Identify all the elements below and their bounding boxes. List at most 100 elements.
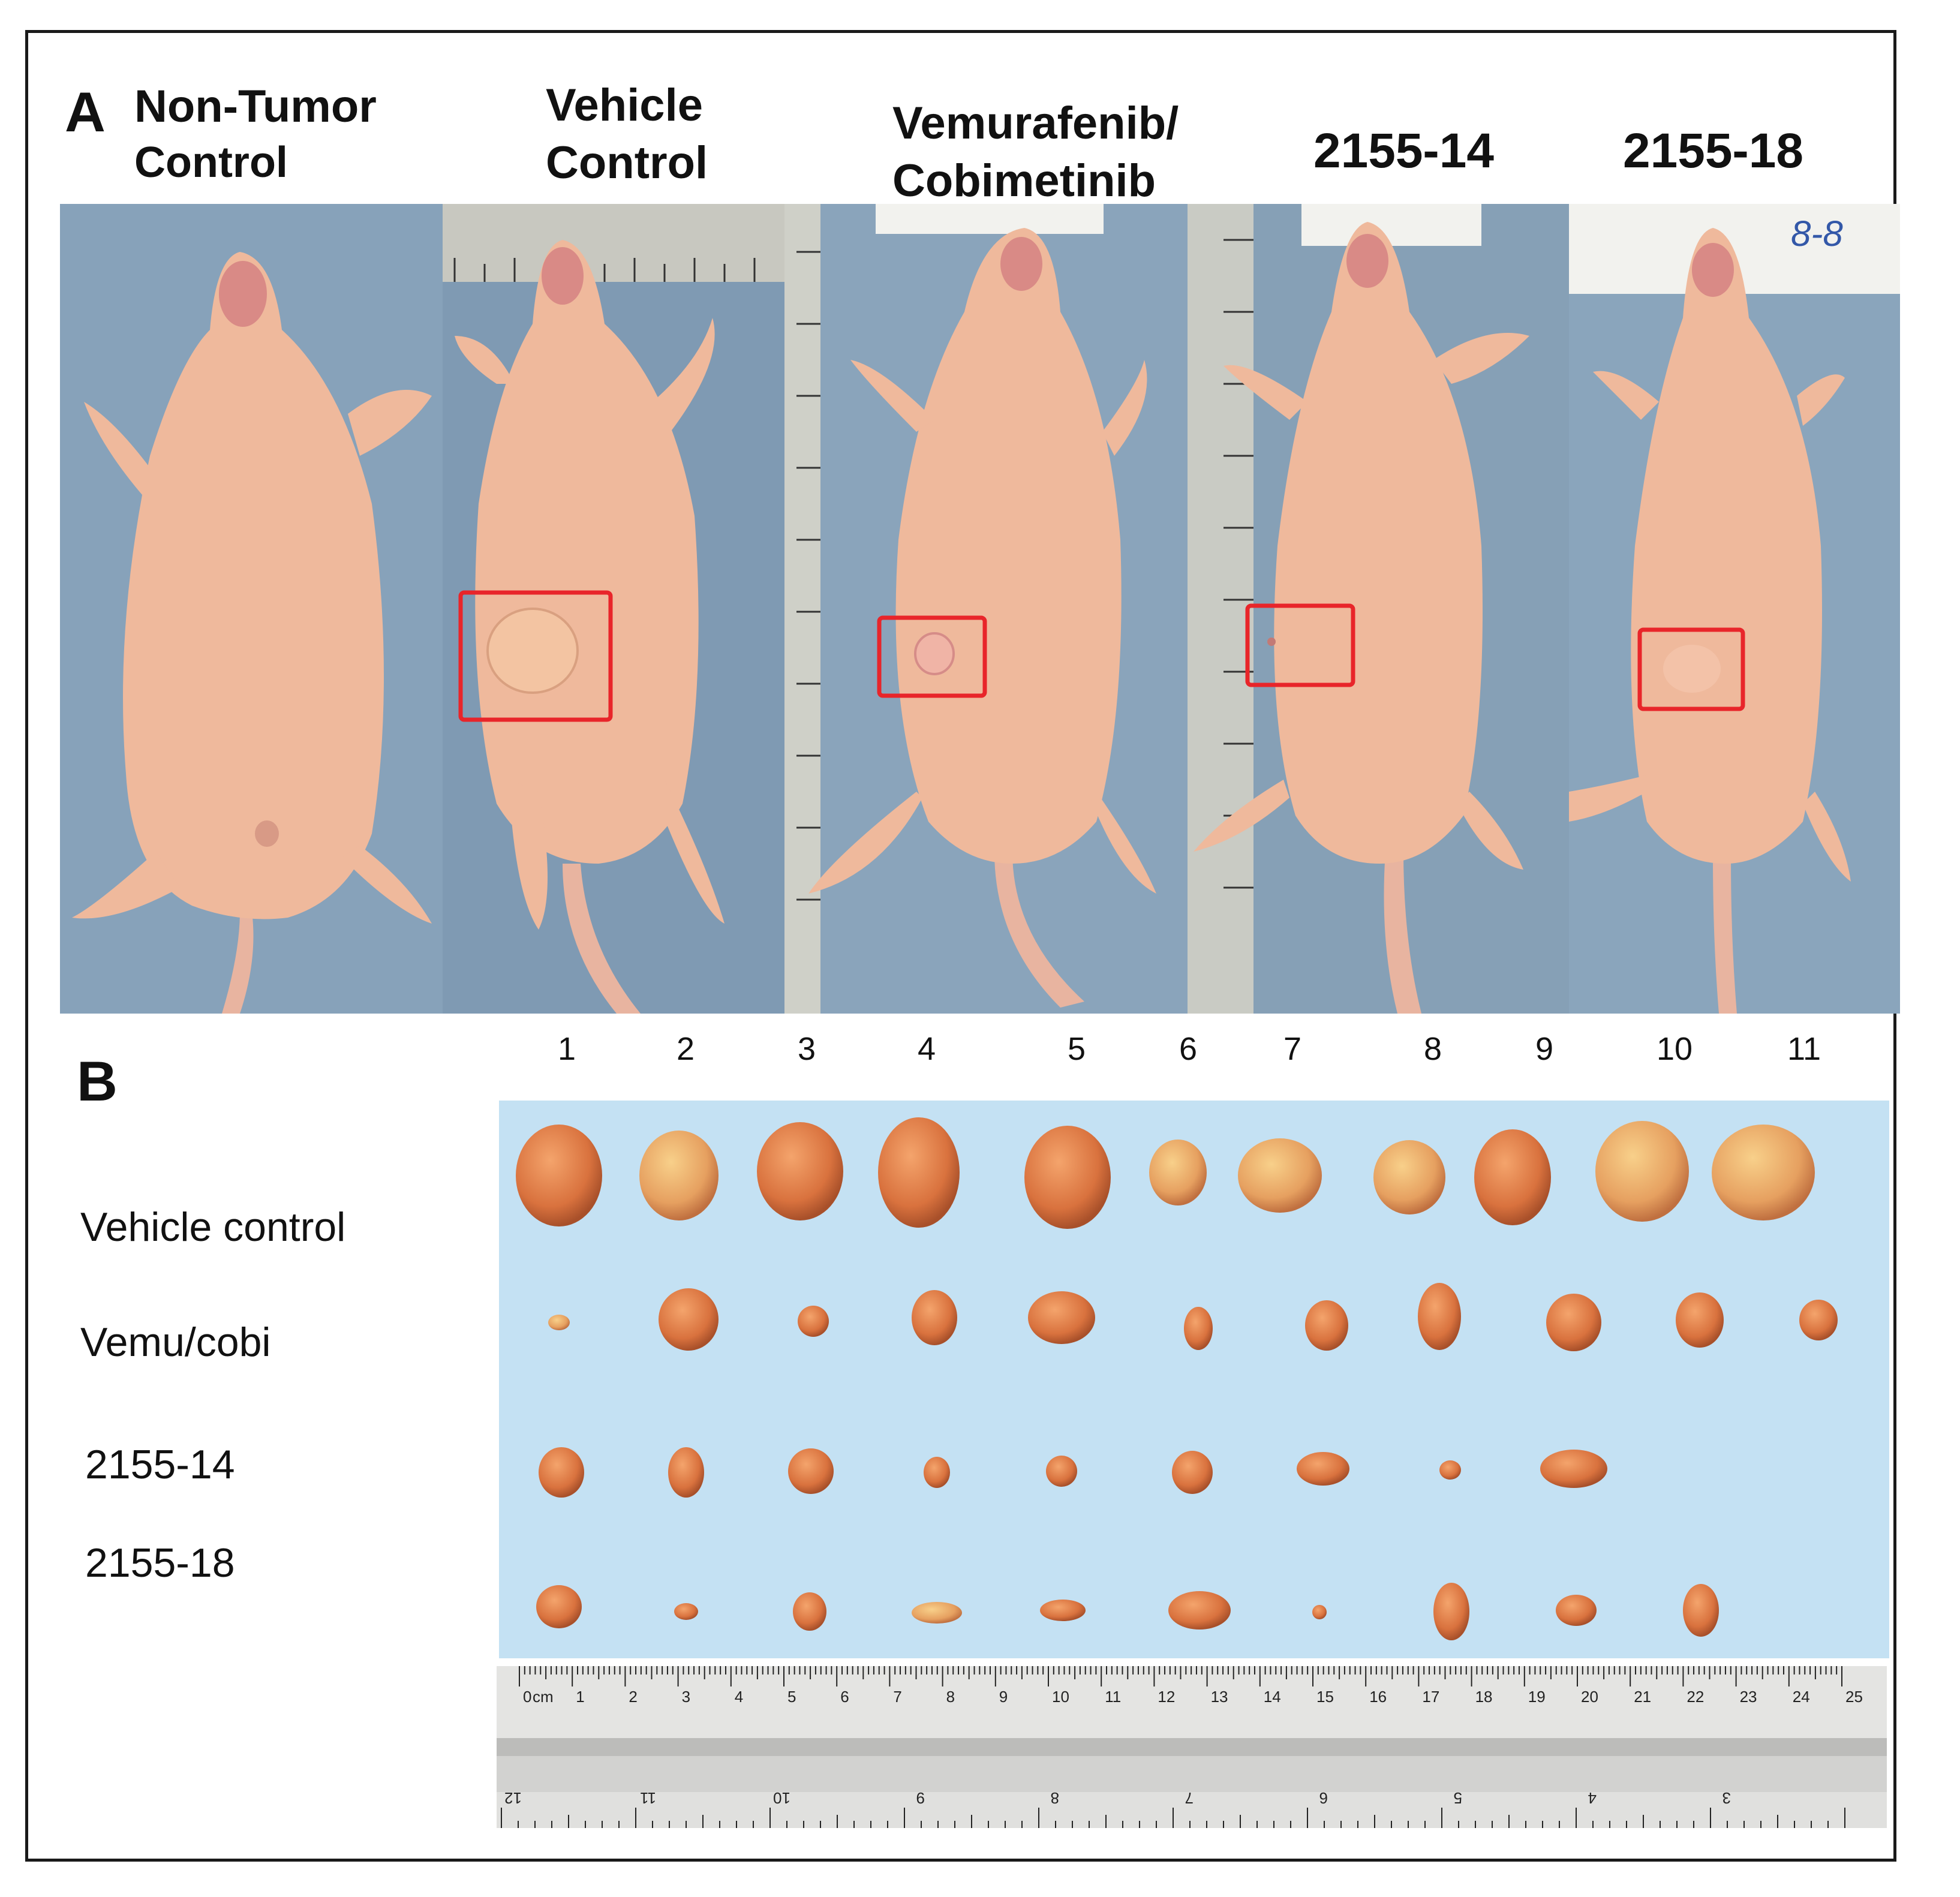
- group-title-line2: Control: [546, 137, 708, 188]
- group-title-vehicle: Vehicle Control: [546, 77, 708, 192]
- tumor: [1238, 1138, 1322, 1213]
- ruler-label: 5: [787, 1688, 796, 1706]
- row-label-vemu-cobi: Vemu/cobi: [80, 1319, 271, 1365]
- ruler-label: 2: [629, 1688, 637, 1706]
- tumor: [1184, 1307, 1213, 1350]
- ruler-label: 8: [1051, 1789, 1059, 1807]
- tumor: [1312, 1605, 1327, 1619]
- column-number: 8: [1424, 1031, 1442, 1067]
- tumor: [1474, 1129, 1551, 1225]
- row-label-2155-18: 2155-18: [85, 1540, 235, 1586]
- ruler-label: 23: [1740, 1688, 1757, 1706]
- excised-tumor-photo: [499, 1101, 1889, 1658]
- tumor: [1297, 1452, 1349, 1486]
- ruler-label: 14: [1264, 1688, 1281, 1706]
- tumor: [798, 1306, 829, 1337]
- mouse-photo-vehicle: [443, 204, 784, 1014]
- tumor: [516, 1125, 602, 1226]
- ruler-label: 9: [999, 1688, 1008, 1706]
- tumor: [539, 1447, 584, 1498]
- ruler-label: 7: [1185, 1789, 1194, 1807]
- tumor: [912, 1602, 962, 1624]
- ruler-label: 12: [1158, 1688, 1175, 1706]
- ruler-label: 1: [576, 1688, 584, 1706]
- mouse-photo-vemurafenib: [784, 204, 1188, 1014]
- tumor: [1172, 1451, 1213, 1494]
- tumor: [1418, 1283, 1461, 1350]
- tumor: [1595, 1121, 1689, 1222]
- column-number: 7: [1283, 1031, 1302, 1067]
- ruler-label: 10: [773, 1789, 790, 1807]
- ruler-label: 7: [893, 1688, 901, 1706]
- tumor: [924, 1457, 950, 1488]
- group-title-line2: Control: [134, 138, 288, 187]
- measuring-ruler: 0 cm 1 2 3 4 5 6 7 8 9 10 11 12 13 14 15 16 17 18 19 20 21 22 23…: [497, 1666, 1887, 1828]
- group-title-line2: Cobimetinib: [892, 155, 1156, 206]
- ruler-label: 25: [1845, 1688, 1863, 1706]
- ruler-label: 24: [1793, 1688, 1810, 1706]
- ruler-label: 4: [1588, 1789, 1597, 1807]
- column-number: 4: [918, 1031, 936, 1067]
- ruler-label: 6: [840, 1688, 849, 1706]
- tumor: [1040, 1600, 1086, 1621]
- tumor: [1433, 1583, 1469, 1640]
- ruler-label: 6: [1319, 1789, 1328, 1807]
- ruler-label: 18: [1475, 1688, 1493, 1706]
- ruler-label: 9: [916, 1789, 925, 1807]
- ruler-label: 17: [1422, 1688, 1439, 1706]
- column-number: 6: [1179, 1031, 1198, 1067]
- tumor: [788, 1448, 834, 1494]
- tumor: [1149, 1140, 1207, 1205]
- ruler-label: 19: [1528, 1688, 1546, 1706]
- tumor: [1540, 1450, 1607, 1488]
- column-number: 2: [677, 1031, 695, 1067]
- tumor: [674, 1603, 698, 1620]
- tumor: [1024, 1126, 1111, 1229]
- row-label-vehicle-control: Vehicle control: [80, 1204, 346, 1250]
- tumor: [1046, 1456, 1077, 1487]
- tumor: [1373, 1140, 1445, 1214]
- mouse-photo-2155-18: 8-8: [1569, 204, 1900, 1014]
- ruler-label: 4: [735, 1688, 743, 1706]
- group-title-2155-14: 2155-14: [1313, 124, 1494, 178]
- ruler-label: 3: [1722, 1789, 1731, 1807]
- mouse-photo-2155-14: [1188, 204, 1569, 1014]
- tumor-row-2155-14: [539, 1447, 1607, 1498]
- group-title-non-tumor: Non-Tumor Control: [134, 78, 377, 190]
- tumor: [536, 1585, 582, 1628]
- panel-a-letter: A: [65, 80, 106, 143]
- ruler-label: 5: [1454, 1789, 1462, 1807]
- tumor: [548, 1315, 570, 1330]
- tumor: [639, 1131, 719, 1220]
- tumor: [878, 1117, 960, 1228]
- tumor: [912, 1290, 957, 1345]
- ruler-label: 0: [523, 1688, 531, 1706]
- row-label-2155-14: 2155-14: [85, 1442, 235, 1487]
- tumor-row-vemu-cobi: [548, 1283, 1838, 1351]
- tumor: [1028, 1291, 1095, 1344]
- column-number: 5: [1068, 1031, 1086, 1067]
- ruler-label: 20: [1581, 1688, 1598, 1706]
- ruler-label: 16: [1369, 1688, 1387, 1706]
- ruler-label: cm: [533, 1688, 554, 1706]
- tumor: [1439, 1460, 1461, 1480]
- tumor: [1168, 1591, 1231, 1630]
- panel-b-letter: B: [77, 1050, 118, 1113]
- tumor: [1305, 1300, 1348, 1351]
- ruler-label: 12: [504, 1789, 522, 1807]
- photo-label-8-8: 8-8: [1791, 214, 1843, 254]
- column-number: 3: [798, 1031, 816, 1067]
- tumor: [1546, 1294, 1601, 1351]
- group-title-line1: Vehicle: [546, 80, 703, 131]
- tumor-row-2155-18: [536, 1583, 1719, 1640]
- column-number: 11: [1787, 1031, 1821, 1067]
- ruler-label: 22: [1687, 1688, 1704, 1706]
- mouse-photo-non-tumor: [60, 204, 443, 1014]
- ruler-label: 10: [1052, 1688, 1069, 1706]
- tumor: [668, 1447, 704, 1498]
- ruler-label: 15: [1316, 1688, 1334, 1706]
- group-title-line1: Non-Tumor: [134, 81, 377, 132]
- ruler-label: 21: [1634, 1688, 1651, 1706]
- column-number: 9: [1535, 1031, 1554, 1067]
- tumor: [1676, 1292, 1724, 1348]
